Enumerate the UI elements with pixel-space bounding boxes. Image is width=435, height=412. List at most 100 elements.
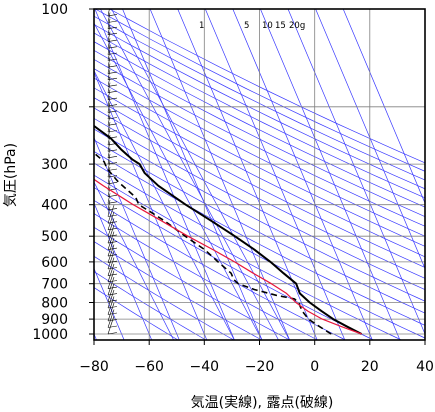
x-tick-label: 0 (310, 359, 319, 375)
mixing-ratio-line (94, 22, 263, 340)
wind-barb-staff (107, 257, 115, 276)
wind-barb-flag (107, 65, 118, 68)
dry-adiabat-line (94, 87, 425, 258)
wind-barb-flag (107, 77, 118, 80)
wind-barb-staff (107, 309, 115, 328)
wind-barb-staff (107, 12, 111, 23)
temperature-line (94, 124, 363, 335)
wind-barb-flag (107, 273, 118, 276)
mixing-ratio-line (100, 9, 279, 340)
wind-barb-flag (107, 58, 118, 61)
dry-adiabat-line (95, 9, 425, 172)
wind-barb-flag (107, 84, 118, 87)
wind-barb-staff (107, 147, 111, 158)
wind-barb-flag (107, 149, 118, 152)
x-axis: −80 −60 −40 −20 0 20 40 (79, 340, 434, 375)
wind-barb-flag (107, 234, 118, 237)
wind-barb-staff (107, 277, 115, 296)
dry-adiabat-line (94, 174, 403, 340)
wind-barb-staff (107, 296, 115, 315)
wind-barb-staff (107, 263, 115, 283)
wind-barb-flag (107, 241, 118, 244)
dry-adiabat-line (94, 151, 425, 326)
background-lines (94, 9, 425, 340)
dry-adiabat-line (94, 117, 425, 291)
mixing-ratio-label: 15 (275, 21, 286, 31)
wind-barb-staff (107, 44, 111, 55)
mixing-ratio-labels: 1 5 10 15 20g (199, 21, 305, 31)
wind-barb-flag (107, 247, 118, 250)
dry-adiabat-line (94, 68, 425, 237)
mixing-ratio-line (111, 9, 290, 340)
wind-barb-flag (107, 254, 118, 257)
wind-barbs (107, 9, 118, 335)
wind-barb-flag (107, 325, 118, 328)
wind-barb-staff (107, 102, 111, 113)
wind-barb-staff (107, 24, 111, 35)
dry-adiabat-line (94, 255, 235, 340)
y-tick-label: 200 (41, 100, 68, 116)
wind-barb-staff (107, 96, 111, 107)
dry-adiabat-line (94, 187, 375, 340)
wind-barb-staff (107, 173, 111, 184)
wind-barb-flag (107, 267, 118, 270)
y-axis-title: 気圧(hPa) (3, 143, 19, 207)
wind-barb-staff (107, 211, 115, 230)
wind-barb-staff (107, 270, 115, 289)
isotherm-line (287, 9, 425, 335)
dry-adiabat-line (94, 49, 425, 217)
wind-barb-flag (107, 228, 118, 231)
mixing-ratio-label: 20g (289, 21, 305, 31)
wind-barb-staff (107, 9, 110, 16)
mixing-ratio-line (94, 181, 175, 340)
wind-barb-staff (107, 82, 111, 93)
wind-barb-flag (107, 293, 118, 296)
wind-barb-flag (107, 117, 118, 120)
wind-barb-staff (107, 244, 115, 263)
isotherm-line (122, 9, 263, 340)
x-tick-label: −60 (134, 359, 164, 375)
wind-barb-flag (107, 260, 118, 263)
wind-barb-staff (107, 57, 111, 68)
wind-barb-staff (107, 225, 115, 244)
isotherm-line (204, 9, 346, 340)
dry-adiabat-line (94, 77, 425, 247)
x-tick-label: −40 (190, 359, 220, 375)
wind-barb-flag (107, 39, 118, 42)
wind-barb-staff (107, 315, 115, 335)
dry-adiabat-line (94, 287, 179, 340)
wind-barb-staff (107, 18, 111, 29)
y-tick-label: 700 (41, 277, 68, 293)
wind-barb-flag (107, 201, 118, 204)
wind-barb-flag (107, 208, 118, 211)
y-tick-label: 300 (41, 157, 68, 173)
wind-barb-flag (107, 20, 118, 23)
isotherm-line (315, 9, 425, 270)
mixing-ratio-label: 1 (199, 21, 204, 31)
wind-barb-staff (107, 115, 111, 126)
y-tick-label: 800 (41, 296, 68, 312)
y-tick-label: 600 (41, 255, 68, 271)
wind-barb-staff (107, 199, 111, 210)
x-tick-label: 20 (361, 359, 379, 375)
dry-adiabat-line (94, 139, 425, 314)
wind-barb-flag (107, 168, 118, 171)
wind-barb-flag (107, 299, 118, 302)
dry-adiabat-line (94, 213, 319, 340)
wind-barb-staff (107, 205, 115, 224)
dewpoint-line (94, 153, 332, 335)
dry-adiabat-line (94, 271, 207, 340)
y-tick-label: 100 (41, 2, 68, 18)
wind-barb-flag (107, 32, 118, 35)
x-tick-label: −20 (245, 359, 275, 375)
wind-barb-staff (107, 89, 111, 100)
isotherm-line (94, 267, 125, 340)
wind-barb-flag (107, 130, 118, 133)
wind-barb-flag (107, 286, 118, 289)
y-tick-label: 900 (41, 312, 68, 328)
dry-adiabat-line (94, 32, 425, 199)
dry-adiabat-line (94, 241, 263, 340)
wind-barb-flag (107, 319, 118, 322)
dry-adiabat-line (109, 9, 425, 164)
